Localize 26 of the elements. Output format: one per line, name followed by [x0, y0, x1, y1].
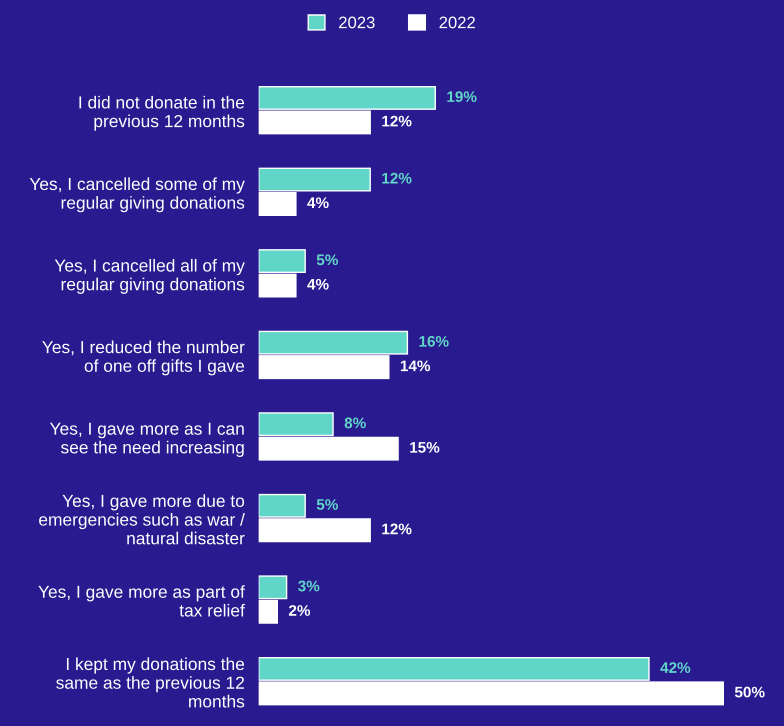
legend-label: 2023 [339, 16, 375, 28]
data-label: 16% [419, 336, 449, 347]
data-label: 50% [734, 686, 765, 698]
data-label: 8% [344, 418, 366, 428]
data-label: 5% [316, 499, 338, 510]
data-label: 3% [298, 580, 320, 592]
data-label: 14% [400, 360, 430, 372]
data-label: 19% [447, 91, 477, 102]
legend-label: 2022 [440, 16, 475, 28]
data-label: 4% [307, 197, 329, 208]
y-tick-label: I did not donate in the previous 12 months [79, 96, 244, 131]
data-label: 42% [660, 662, 690, 673]
y-tick-label: Yes, I cancelled some of my regular giving donations [30, 177, 245, 212]
data-label: 15% [410, 442, 440, 453]
data-label: 4% [307, 278, 329, 290]
y-tick-label: Yes, I reduced the number of one off gifts I gave [42, 340, 245, 376]
y-tick-label: I kept my donations the same as the previous 12 months [56, 657, 244, 708]
data-label: 12% [382, 524, 412, 534]
y-tick-label: Yes, I gave more as part of tax relief [38, 585, 245, 617]
data-label: 5% [316, 254, 338, 266]
y-tick-label: Yes, I gave more as I can see the need increasing [50, 422, 244, 457]
y-tick-label: Yes, I gave more due to emergencies such as war / natural disaster [39, 494, 245, 544]
data-label: 12% [382, 172, 412, 184]
data-label: 2% [288, 605, 310, 616]
data-label: 12% [382, 116, 412, 127]
y-tick-label: Yes, I cancelled all of my regular giving donations [54, 258, 245, 294]
